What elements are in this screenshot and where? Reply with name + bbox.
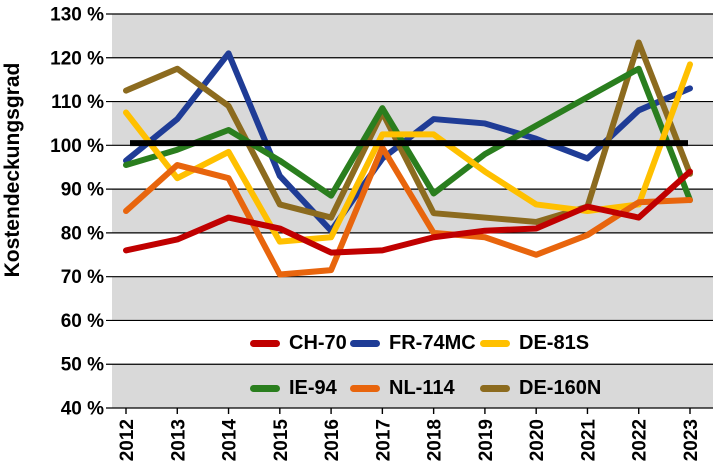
- series-line-DE-160N: [123, 39, 693, 225]
- legend-swatch-ch-70: [250, 339, 280, 347]
- band: [112, 276, 713, 321]
- x-axis-ticks: [125, 408, 691, 414]
- x-tick-label: 2019: [476, 419, 497, 461]
- legend-item-ie-94: IE-94: [250, 378, 337, 398]
- series-line-NL-114: [123, 144, 693, 278]
- series-line-FR-74MC: [123, 50, 693, 234]
- x-tick-label: 2020: [527, 419, 548, 461]
- legend-label-ch-70: CH-70: [289, 332, 347, 354]
- y-tick-label: 110 %: [51, 92, 104, 113]
- x-tick-label: 2016: [322, 419, 343, 461]
- legend-label-de-160n: DE-160N: [519, 377, 602, 399]
- y-tick-label: 40 %: [61, 399, 104, 420]
- band: [112, 364, 713, 408]
- legend-item-nl-114: NL-114: [350, 378, 455, 398]
- legend-swatch-fr-74mc: [350, 339, 380, 347]
- y-axis-title: Kostendeckungsgrad: [1, 63, 24, 278]
- legend-label-de-81s: DE-81S: [519, 332, 590, 354]
- x-tick-label: 2015: [271, 419, 292, 462]
- legend-item-ch-70: CH-70: [250, 333, 347, 353]
- x-tick-label: 2018: [425, 419, 446, 461]
- legend-item-de-160n: DE-160N: [480, 378, 601, 398]
- y-tick-label: 90 %: [61, 180, 104, 201]
- legend-label-fr-74mc: FR-74MC: [389, 332, 476, 354]
- legend-item-fr-74mc: FR-74MC: [350, 333, 476, 353]
- series-line-CH-70: [123, 168, 693, 256]
- y-tick-label: 130 %: [50, 5, 104, 26]
- legend-label-nl-114: NL-114: [389, 377, 455, 399]
- x-tick-label: 2023: [681, 419, 702, 461]
- band: [112, 14, 713, 58]
- y-tick-label: 70 %: [61, 267, 104, 288]
- y-tick-label: 60 %: [61, 311, 104, 332]
- legend-swatch-de-160n: [480, 384, 510, 392]
- x-tick-label: 2022: [630, 419, 651, 461]
- legend-label-ie-94: IE-94: [289, 377, 337, 399]
- x-tick-label: 2013: [168, 419, 189, 461]
- y-tick-label: 120 %: [50, 48, 104, 69]
- x-tick-label: 2014: [220, 419, 241, 462]
- background-bands: [112, 14, 713, 408]
- x-tick-label: 2021: [578, 419, 599, 462]
- y-axis-labels: 130 % 120 % 110 % 100 % 90 % 80 % 70 % 60 % 50 %…: [50, 5, 104, 420]
- series-lines: [123, 39, 693, 278]
- y-tick-label: 100 %: [50, 136, 104, 157]
- x-tick-label: 2017: [373, 419, 394, 461]
- x-axis-labels: 2012 2013 2014 2015 2016 2017 2018 2019 2020 2021…: [117, 419, 702, 462]
- y-tick-label: 50 %: [61, 355, 104, 376]
- legend-swatch-de-81s: [480, 339, 510, 347]
- x-tick-label: 2012: [117, 419, 138, 461]
- legend-item-de-81s: DE-81S: [480, 333, 589, 353]
- y-tick-label: 80 %: [61, 223, 104, 244]
- legend-swatch-nl-114: [350, 384, 380, 392]
- series-line-IE-94: [123, 65, 693, 204]
- legend-swatch-ie-94: [250, 384, 280, 392]
